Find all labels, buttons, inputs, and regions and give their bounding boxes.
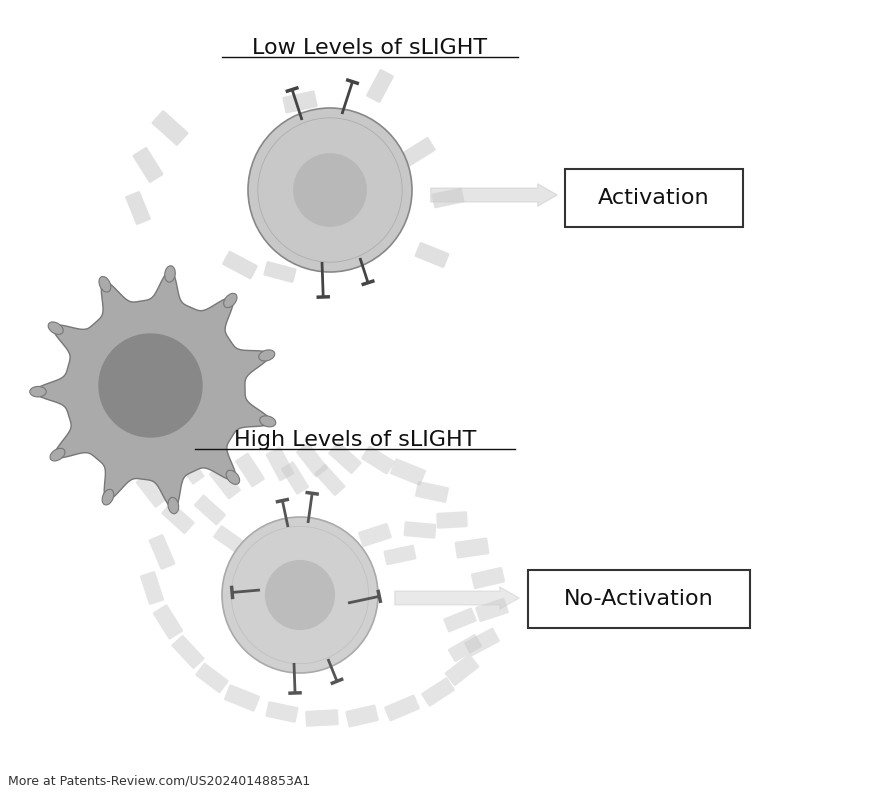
FancyBboxPatch shape	[151, 110, 188, 146]
FancyBboxPatch shape	[331, 545, 365, 565]
Ellipse shape	[226, 470, 239, 485]
Ellipse shape	[259, 350, 275, 361]
Ellipse shape	[99, 277, 111, 292]
FancyBboxPatch shape	[266, 701, 298, 722]
FancyBboxPatch shape	[172, 635, 204, 669]
Circle shape	[258, 118, 402, 262]
FancyBboxPatch shape	[414, 242, 450, 268]
Text: No-Activation: No-Activation	[564, 589, 714, 609]
FancyBboxPatch shape	[436, 511, 468, 529]
FancyBboxPatch shape	[422, 677, 455, 707]
FancyBboxPatch shape	[464, 627, 500, 657]
Circle shape	[248, 108, 412, 272]
Text: More at Patents-Review.com/US20240148853A1: More at Patents-Review.com/US20240148853…	[8, 775, 311, 788]
FancyBboxPatch shape	[149, 534, 175, 570]
FancyBboxPatch shape	[444, 607, 477, 632]
FancyBboxPatch shape	[565, 169, 743, 227]
Ellipse shape	[260, 416, 275, 427]
FancyBboxPatch shape	[296, 442, 328, 477]
FancyBboxPatch shape	[194, 495, 226, 526]
Circle shape	[222, 517, 378, 673]
FancyBboxPatch shape	[266, 446, 294, 481]
Ellipse shape	[48, 322, 63, 335]
FancyBboxPatch shape	[235, 453, 265, 487]
FancyBboxPatch shape	[136, 473, 168, 508]
FancyBboxPatch shape	[404, 521, 436, 538]
Circle shape	[293, 153, 367, 227]
Polygon shape	[35, 271, 271, 508]
Text: Low Levels of sLIGHT: Low Levels of sLIGHT	[253, 38, 488, 58]
FancyBboxPatch shape	[384, 695, 420, 722]
FancyBboxPatch shape	[213, 525, 247, 555]
FancyBboxPatch shape	[209, 465, 241, 500]
FancyBboxPatch shape	[224, 684, 260, 711]
FancyBboxPatch shape	[195, 663, 229, 693]
FancyBboxPatch shape	[384, 545, 416, 565]
FancyBboxPatch shape	[400, 137, 436, 167]
FancyBboxPatch shape	[361, 446, 395, 474]
FancyBboxPatch shape	[133, 147, 164, 183]
FancyBboxPatch shape	[222, 251, 258, 279]
FancyArrowPatch shape	[431, 184, 557, 206]
FancyBboxPatch shape	[358, 523, 392, 547]
Ellipse shape	[224, 293, 237, 308]
Ellipse shape	[50, 448, 65, 461]
Ellipse shape	[165, 266, 175, 282]
FancyBboxPatch shape	[140, 571, 164, 605]
Text: Activation: Activation	[598, 188, 710, 208]
FancyBboxPatch shape	[475, 598, 509, 622]
Circle shape	[231, 527, 369, 664]
FancyBboxPatch shape	[153, 604, 183, 640]
Ellipse shape	[102, 489, 114, 505]
FancyBboxPatch shape	[328, 442, 362, 474]
FancyBboxPatch shape	[448, 634, 482, 662]
FancyBboxPatch shape	[455, 538, 489, 558]
FancyBboxPatch shape	[528, 570, 750, 628]
Circle shape	[265, 560, 335, 630]
Circle shape	[99, 333, 202, 438]
FancyBboxPatch shape	[345, 704, 378, 727]
FancyBboxPatch shape	[471, 567, 505, 589]
FancyBboxPatch shape	[366, 69, 394, 103]
FancyArrowPatch shape	[395, 587, 519, 609]
Text: High Levels of sLIGHT: High Levels of sLIGHT	[234, 430, 476, 450]
FancyBboxPatch shape	[281, 462, 309, 495]
FancyBboxPatch shape	[125, 191, 150, 225]
FancyBboxPatch shape	[282, 90, 318, 113]
FancyBboxPatch shape	[431, 188, 465, 209]
Ellipse shape	[30, 386, 47, 397]
FancyBboxPatch shape	[175, 451, 204, 485]
FancyBboxPatch shape	[415, 481, 449, 503]
FancyBboxPatch shape	[312, 534, 344, 550]
FancyBboxPatch shape	[305, 709, 339, 726]
FancyBboxPatch shape	[444, 654, 480, 686]
FancyBboxPatch shape	[161, 502, 194, 534]
FancyBboxPatch shape	[390, 458, 426, 485]
FancyBboxPatch shape	[314, 464, 346, 496]
FancyBboxPatch shape	[263, 261, 297, 283]
Ellipse shape	[168, 497, 179, 514]
